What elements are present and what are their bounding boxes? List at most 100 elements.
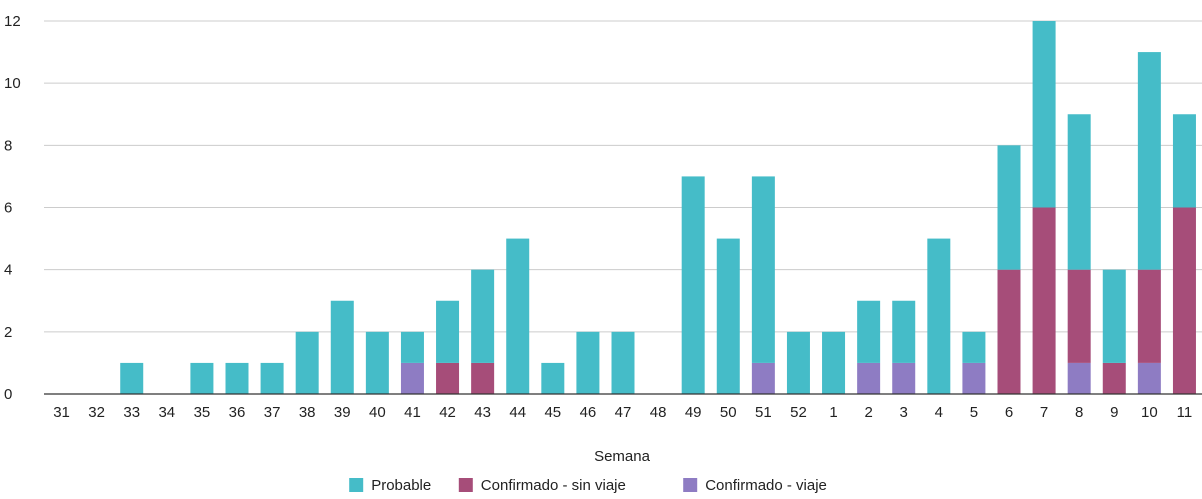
x-tick-label: 52	[790, 404, 807, 421]
legend-swatch	[349, 478, 364, 492]
x-tick-label: 38	[299, 404, 316, 421]
bar-segment-probable-week-5	[962, 331, 986, 363]
bar-segment-probable-week-44	[506, 238, 530, 394]
bar-segment-probable-week-7	[1032, 21, 1056, 208]
y-tick-label: 8	[4, 137, 12, 154]
bar-segment-confirmado-sin-viaje-week-43	[471, 362, 495, 394]
bar-segment-probable-week-42	[436, 300, 460, 363]
x-tick-label: 35	[194, 404, 211, 421]
bar-segment-confirmado-sin-viaje-week-8	[1067, 269, 1091, 363]
bar-segment-probable-week-49	[681, 176, 705, 394]
bar-segment-confirmado-sin-viaje-week-9	[1102, 362, 1126, 394]
legend-item: Confirmado - sin viaje	[458, 477, 626, 494]
x-tick-label: 32	[88, 404, 105, 421]
y-tick-label: 2	[4, 324, 12, 341]
bar-segment-confirmado-viaje-week-8	[1067, 362, 1091, 394]
x-tick-label: 48	[650, 404, 667, 421]
y-tick-label: 0	[4, 386, 12, 403]
bar-segment-confirmado-sin-viaje-week-7	[1032, 207, 1056, 394]
x-tick-label: 4	[935, 404, 943, 421]
bar-segment-probable-week-47	[611, 331, 635, 394]
bar-segment-probable-week-3	[892, 300, 916, 363]
legend-item: Probable	[349, 477, 431, 494]
x-tick-label: 37	[264, 404, 281, 421]
legend-label: Confirmado - sin viaje	[481, 477, 626, 494]
x-tick-label: 45	[544, 404, 561, 421]
y-tick-label: 4	[4, 262, 12, 279]
y-axis-ticks: 0 2 4 6 8 10 12	[4, 13, 21, 403]
x-axis-title: Semana	[594, 448, 651, 465]
bar-segment-confirmado-sin-viaje-week-10	[1137, 269, 1161, 363]
legend: Probable Confirmado - sin viaje Confirmado…	[349, 477, 827, 494]
x-tick-label: 9	[1110, 404, 1118, 421]
x-tick-label: 5	[970, 404, 978, 421]
x-tick-label: 42	[439, 404, 456, 421]
bar-segment-probable-week-33	[120, 362, 144, 394]
x-tick-label: 34	[158, 404, 175, 421]
legend-swatch	[458, 478, 473, 492]
bar-segment-confirmado-viaje-week-2	[857, 362, 881, 394]
bar-segment-probable-week-2	[857, 300, 881, 363]
x-tick-label: 10	[1141, 404, 1158, 421]
bar-segment-probable-week-51	[751, 176, 775, 363]
bar-segment-probable-week-1	[822, 331, 846, 394]
x-axis-ticks: 31 32 33 34 35 36 37 38 39 40 41 42 43 44 45 46 47 48 49 50…	[53, 404, 1192, 421]
bar-segment-probable-week-37	[260, 362, 284, 394]
legend-label: Confirmado - viaje	[705, 477, 827, 494]
x-tick-label: 31	[53, 404, 70, 421]
bar-segment-probable-week-45	[541, 362, 565, 394]
x-tick-label: 1	[829, 404, 837, 421]
x-tick-label: 6	[1005, 404, 1013, 421]
x-tick-label: 41	[404, 404, 421, 421]
x-tick-label: 33	[123, 404, 140, 421]
x-tick-label: 36	[229, 404, 246, 421]
bar-segment-probable-week-41	[400, 331, 424, 363]
x-tick-label: 47	[615, 404, 632, 421]
bar-segment-confirmado-sin-viaje-week-42	[436, 362, 460, 394]
x-tick-label: 39	[334, 404, 351, 421]
bar-segment-confirmado-viaje-week-3	[892, 362, 916, 394]
x-tick-label: 2	[864, 404, 872, 421]
bar-segment-probable-week-4	[927, 238, 951, 394]
bar-segment-confirmado-sin-viaje-week-11	[1172, 207, 1196, 394]
bar-segment-probable-week-11	[1172, 114, 1196, 208]
bar-segment-probable-week-9	[1102, 269, 1126, 363]
bar-segment-probable-week-6	[997, 145, 1021, 270]
x-tick-label: 50	[720, 404, 737, 421]
bar-segment-probable-week-36	[225, 362, 249, 394]
bar-segment-probable-week-43	[471, 269, 495, 363]
bars	[120, 21, 1196, 394]
bar-segment-confirmado-viaje-week-41	[400, 362, 424, 394]
bar-segment-confirmado-viaje-week-51	[751, 362, 775, 394]
bar-segment-probable-week-38	[295, 331, 319, 394]
x-tick-label: 7	[1040, 404, 1048, 421]
x-tick-label: 8	[1075, 404, 1083, 421]
x-tick-label: 43	[474, 404, 491, 421]
bar-segment-probable-week-8	[1067, 114, 1091, 270]
x-tick-label: 3	[900, 404, 908, 421]
x-tick-label: 51	[755, 404, 772, 421]
x-tick-label: 44	[509, 404, 526, 421]
legend-swatch	[683, 478, 698, 492]
bar-segment-probable-week-39	[330, 300, 354, 394]
x-tick-label: 46	[580, 404, 597, 421]
bar-segment-confirmado-viaje-week-5	[962, 362, 986, 394]
bar-segment-probable-week-46	[576, 331, 600, 394]
bar-segment-probable-week-40	[365, 331, 389, 394]
bar-segment-probable-week-10	[1137, 52, 1161, 270]
gridlines	[44, 20, 1202, 333]
bar-segment-confirmado-sin-viaje-week-6	[997, 269, 1021, 394]
legend-item: Confirmado - viaje	[683, 477, 827, 494]
y-tick-label: 10	[4, 75, 21, 92]
bar-segment-probable-week-50	[716, 238, 740, 394]
x-tick-label: 49	[685, 404, 702, 421]
y-tick-label: 6	[4, 200, 12, 217]
bar-segment-probable-week-35	[190, 362, 214, 394]
bar-segment-confirmado-viaje-week-10	[1137, 362, 1161, 394]
x-tick-label: 11	[1177, 404, 1193, 421]
y-tick-label: 12	[4, 13, 21, 30]
legend-label: Probable	[371, 477, 431, 494]
x-tick-label: 40	[369, 404, 386, 421]
bar-segment-probable-week-52	[786, 331, 810, 394]
